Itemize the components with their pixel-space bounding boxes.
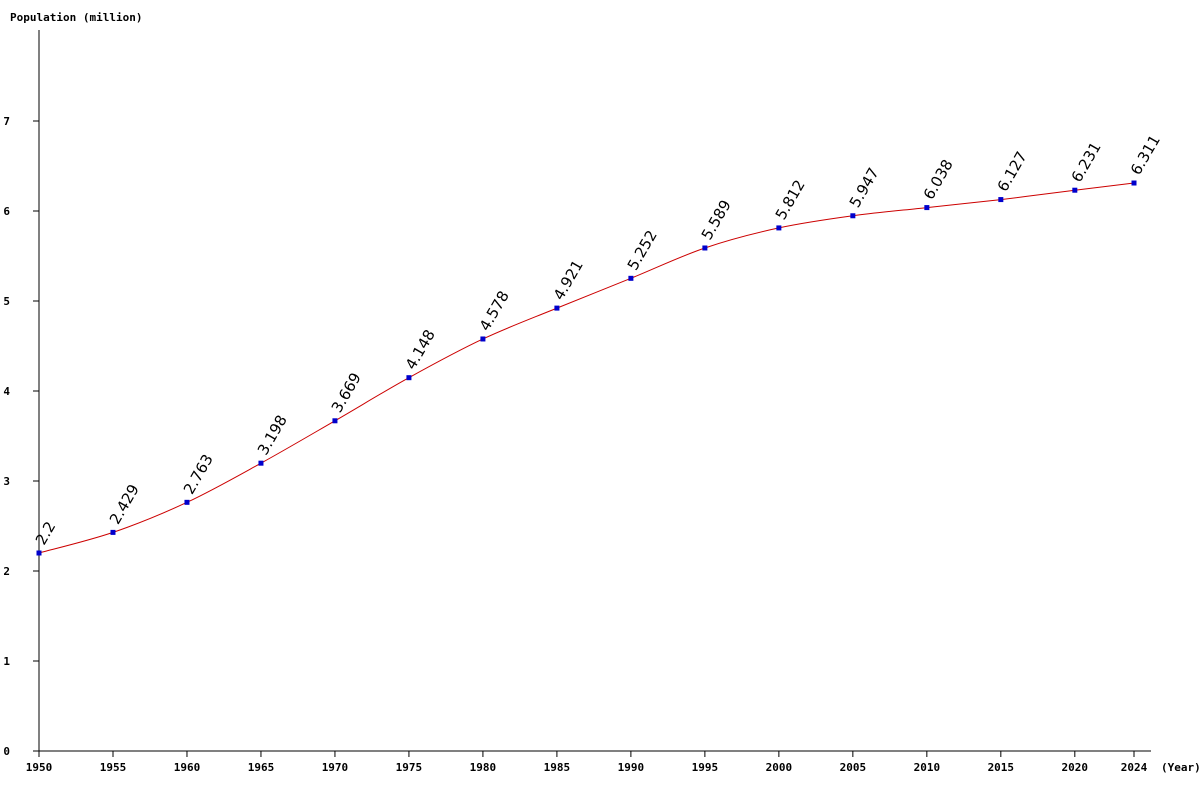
data-point	[924, 205, 930, 211]
x-tick-label: 1985	[544, 761, 571, 774]
x-tick-label: 2000	[766, 761, 793, 774]
data-point	[258, 460, 264, 466]
x-tick-label: 2024	[1121, 761, 1148, 774]
data-value-label: 6.127	[994, 148, 1031, 194]
x-tick-label: 1995	[692, 761, 719, 774]
y-axis-title: Population (million)	[10, 11, 142, 24]
y-tick-label: 6	[3, 205, 10, 218]
data-point	[628, 275, 634, 281]
x-tick-label: 1965	[248, 761, 275, 774]
data-point	[998, 197, 1004, 203]
y-tick-label: 0	[3, 745, 10, 758]
x-tick-label: 1955	[100, 761, 127, 774]
data-value-label: 5.589	[698, 197, 735, 243]
x-tick-label: 1990	[618, 761, 645, 774]
y-tick-label: 3	[3, 475, 10, 488]
data-value-label: 5.252	[624, 227, 661, 273]
data-value-label: 5.947	[846, 165, 883, 211]
x-tick-label: 1950	[26, 761, 53, 774]
x-axis-title: (Year)	[1161, 761, 1200, 774]
data-value-label: 4.148	[402, 326, 439, 372]
data-point	[406, 375, 412, 381]
y-tick-label: 2	[3, 565, 10, 578]
data-value-label: 2.429	[106, 481, 143, 527]
y-tick-label: 5	[3, 295, 10, 308]
y-tick-label: 1	[3, 655, 10, 668]
y-tick-label: 4	[3, 385, 10, 398]
data-point	[36, 550, 42, 556]
y-axis-ticks: 0 1 2 3 4 5 6 7	[3, 115, 39, 758]
data-value-label: 6.231	[1068, 139, 1105, 185]
data-value-label: 4.578	[476, 288, 513, 334]
data-point	[776, 225, 782, 231]
data-value-label: 3.669	[328, 370, 365, 416]
x-tick-label: 1970	[322, 761, 349, 774]
data-labels: 2.22.4292.7633.1983.6694.1484.5784.9215.…	[32, 132, 1164, 548]
data-point	[184, 499, 190, 505]
x-tick-label: 2015	[988, 761, 1015, 774]
data-value-label: 4.921	[550, 257, 587, 303]
data-point	[480, 336, 486, 342]
x-tick-label: 2005	[840, 761, 867, 774]
x-tick-label: 1975	[396, 761, 423, 774]
data-value-label: 3.198	[254, 412, 291, 458]
data-value-label: 2.2	[32, 518, 60, 548]
data-point	[110, 529, 116, 535]
data-points	[36, 180, 1137, 556]
x-axis-ticks: 1950 1955 1960 1965 1970 1975 1980 1985 1990 1995…	[26, 751, 1148, 774]
data-point	[1072, 187, 1078, 193]
data-point	[554, 305, 560, 311]
data-point	[702, 245, 708, 251]
population-series-line	[38, 182, 1135, 554]
data-value-label: 5.812	[772, 177, 809, 223]
data-value-label: 6.311	[1127, 132, 1164, 178]
x-tick-label: 2010	[914, 761, 941, 774]
x-tick-label: 2020	[1062, 761, 1089, 774]
data-value-label: 6.038	[920, 156, 957, 202]
data-point	[1131, 180, 1137, 186]
y-tick-label: 7	[3, 115, 10, 128]
x-tick-label: 1960	[174, 761, 201, 774]
x-tick-label: 1980	[470, 761, 497, 774]
data-point	[332, 418, 338, 424]
data-point	[850, 213, 856, 219]
